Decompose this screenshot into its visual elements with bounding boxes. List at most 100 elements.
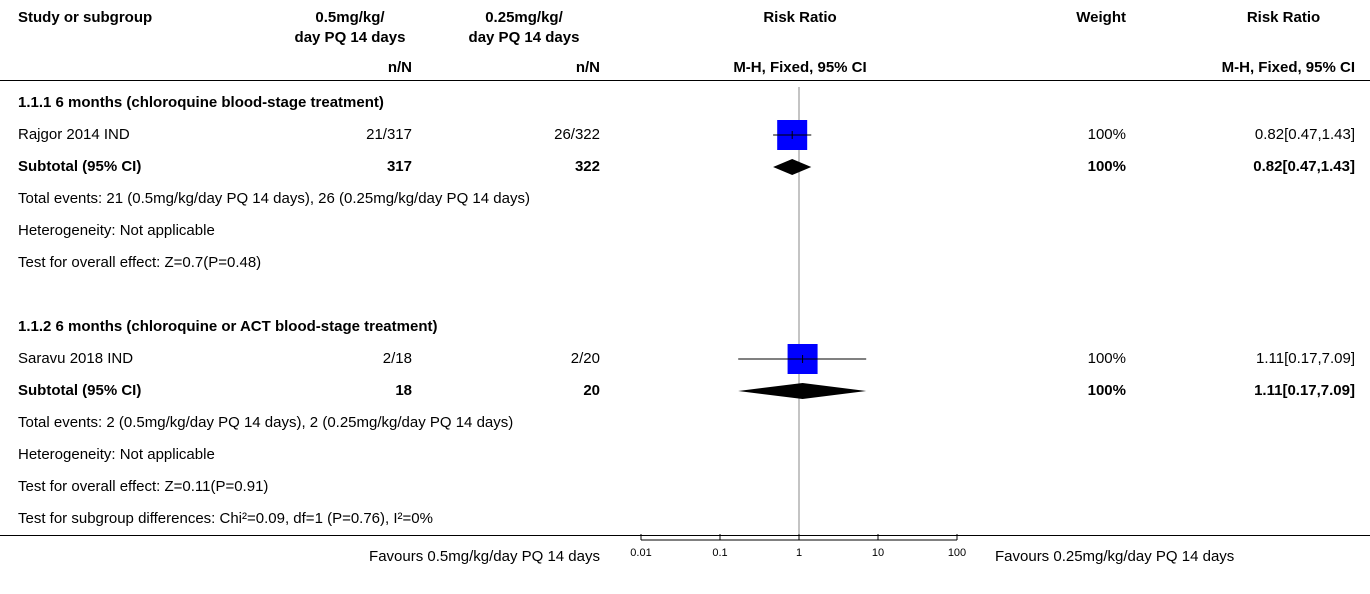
plot-cell (620, 503, 980, 535)
subtotal-ci: 1.11[0.17,7.09] (1254, 382, 1355, 399)
subtotal-ctrl: 322 (574, 158, 600, 175)
group-note: Total events: 2 (0.5mg/kg/day PQ 14 days… (18, 414, 514, 431)
subheader-row: n/N n/N M-H, Fixed, 95% CI M-H, Fixed, 95% … (0, 55, 1370, 81)
header-study: Study or subgroup (18, 9, 153, 26)
plot-area: 0.01 0.1 1 10 100 (630, 534, 966, 559)
plot-area (738, 343, 867, 375)
group-note: Heterogeneity: Not applicable (18, 222, 215, 239)
plot-cell (620, 439, 980, 471)
group-note-cell: Heterogeneity: Not applicable (0, 215, 600, 247)
spacer-cell (0, 279, 620, 311)
group-note: Test for overall effect: Z=0.7(P=0.48) (18, 254, 262, 271)
group-note: Heterogeneity: Not applicable (18, 446, 215, 463)
group-note-cell: Test for overall effect: Z=0.11(P=0.91) (0, 471, 600, 503)
axis-row: Favours 0.5mg/kg/day PQ 14 days 0.01 0.1 1 1… (0, 534, 1370, 576)
subtotal-exp: 317 (386, 158, 412, 175)
plot-cell (620, 375, 980, 407)
plot-area (798, 87, 800, 119)
plot-area (798, 247, 800, 279)
group-title-cell: 1.1.2 6 months (chloroquine or ACT blood… (0, 311, 600, 343)
plot-area (773, 151, 812, 183)
plot-cell (620, 471, 980, 503)
plot-area (798, 503, 800, 535)
study-name: Saravu 2018 IND (18, 350, 134, 367)
group-title-row: 1.1.2 6 months (chloroquine or ACT blood… (0, 311, 1370, 343)
footnote-cell: Test for subgroup differences: Chi²=0.09… (0, 503, 600, 535)
x-tick-label: 0.01 (630, 547, 651, 559)
study-ci: 1.11[0.17,7.09] (1256, 350, 1355, 367)
favours-left-cell: Favours 0.5mg/kg/day PQ 14 days (369, 548, 600, 565)
x-tick-label: 0.1 (712, 547, 727, 559)
study-row: Rajgor 2014 IND 21/317 26/322 100% 0.82[0.47… (0, 119, 1370, 151)
study-row: Saravu 2018 IND 2/18 2/20 100% 1.11[0.17,7.0… (0, 343, 1370, 375)
x-tick-label: 1 (796, 547, 802, 559)
gap-cell (600, 503, 620, 535)
subtotal-row: Subtotal (95% CI) 317 322 100% 0.82[0.47,1.4… (0, 151, 1370, 183)
gap-cell (600, 0, 620, 55)
favours-right-cell: Favours 0.25mg/kg/day PQ 14 days (995, 548, 1235, 565)
plot-area (798, 279, 800, 311)
group-note-cell: Total events: 21 (0.5mg/kg/day PQ 14 day… (0, 183, 600, 215)
plot-area (798, 215, 800, 247)
gap-cell (600, 536, 620, 576)
plot-cell (620, 119, 980, 151)
header-weight: Weight (1076, 9, 1126, 26)
group-note: Total events: 21 (0.5mg/kg/day PQ 14 day… (18, 190, 530, 207)
plot-cell (620, 215, 980, 247)
plot-cell (620, 247, 980, 279)
plot-area (798, 407, 800, 439)
subtotal-exp: 18 (395, 382, 412, 399)
plot-cell (620, 407, 980, 439)
subtotal-weight: 100% (1087, 382, 1126, 399)
group-note-row: Heterogeneity: Not applicable (0, 439, 1370, 471)
plot-area (798, 471, 800, 503)
study-exp: 2/18 (382, 350, 412, 367)
gap-cell (600, 311, 620, 343)
header-ctrl: 0.25mg/kg/ day PQ 14 days (468, 9, 580, 46)
plot-cell (620, 87, 980, 119)
gap-cell (600, 119, 620, 151)
header-exp: 0.5mg/kg/ day PQ 14 days (294, 9, 406, 46)
plot-cell: 0.01 0.1 1 10 100 (620, 534, 980, 576)
plot-cell (620, 183, 980, 215)
gap-cell (600, 247, 620, 279)
subheader-exp: n/N (387, 59, 412, 76)
subtotal-weight: 100% (1087, 158, 1126, 175)
plot-cell (620, 343, 980, 375)
gap-cell (600, 55, 620, 80)
group-title-cell: 1.1.1 6 months (chloroquine blood-stage … (0, 87, 600, 119)
subtotal-diamond (773, 159, 812, 175)
gap-cell (600, 375, 620, 407)
group-note-cell: Total events: 2 (0.5mg/kg/day PQ 14 days… (0, 407, 600, 439)
footnote-row: Test for subgroup differences: Chi²=0.09… (0, 503, 1370, 535)
gap-cell (600, 215, 620, 247)
plot-area (738, 375, 867, 407)
group-title: 1.1.1 6 months (chloroquine blood-stage … (18, 94, 384, 111)
group-note-row: Test for overall effect: Z=0.11(P=0.91) (0, 471, 1370, 503)
study-weight: 100% (1087, 126, 1126, 143)
group-note-row: Total events: 2 (0.5mg/kg/day PQ 14 days… (0, 407, 1370, 439)
header-row: Study or subgroup 0.5mg/kg/ day PQ 14 day… (0, 0, 1370, 55)
header-ci: Risk Ratio (1246, 9, 1321, 26)
gap-cell (600, 407, 620, 439)
study-exp: 21/317 (366, 126, 412, 143)
header-plot: Risk Ratio (763, 9, 837, 26)
study-name: Rajgor 2014 IND (18, 126, 130, 143)
study-ctrl: 26/322 (554, 126, 600, 143)
gap-cell (600, 343, 620, 375)
gap-cell (600, 439, 620, 471)
study-ci: 0.82[0.47,1.43] (1254, 126, 1355, 143)
gap-cell (600, 151, 620, 183)
spacer-row (0, 279, 1370, 311)
plot-area (773, 119, 812, 151)
subtotal-name: Subtotal (95% CI) (18, 382, 142, 399)
group-title: 1.1.2 6 months (chloroquine or ACT blood… (18, 318, 438, 335)
subtotal-row: Subtotal (95% CI) 18 20 100% 1.11[0.17,7.09] (0, 375, 1370, 407)
group-note-cell: Heterogeneity: Not applicable (0, 439, 600, 471)
subtotal-ctrl: 20 (583, 382, 600, 399)
study-weight: 100% (1087, 350, 1126, 367)
gap-cell (600, 471, 620, 503)
group-note-cell: Test for overall effect: Z=0.7(P=0.48) (0, 247, 600, 279)
plot-area (798, 183, 800, 215)
gap-cell (600, 183, 620, 215)
